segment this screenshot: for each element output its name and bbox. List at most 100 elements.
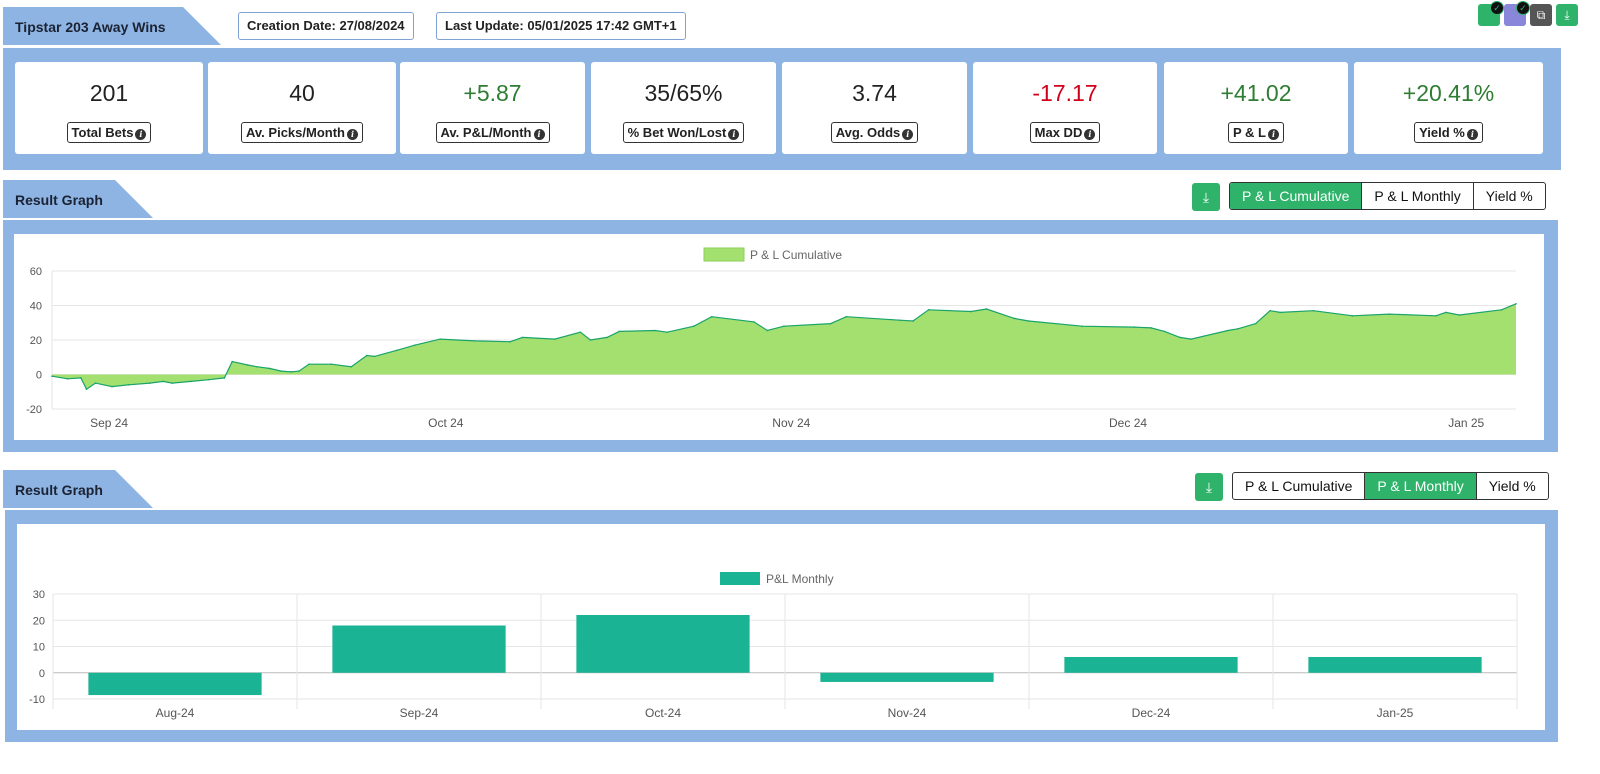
data-point [208,378,210,381]
legend-label: P&L Monthly [766,572,834,586]
x-tick-label: Dec-24 [1132,706,1171,720]
data-point [330,363,333,365]
info-icon: i [135,129,147,140]
tab-pl-cumulative[interactable]: P & L Cumulative [1233,473,1366,499]
stat-value: -17.17 [1032,80,1098,106]
info-icon: i [346,129,358,140]
x-tick-label: Oct 24 [428,416,464,430]
data-point [269,367,271,370]
download-chart-button[interactable]: ⤓ [1195,473,1223,501]
stat-label[interactable]: Yield % i [1414,122,1483,143]
chart-view-tabs: P & L Cumulative P & L Monthly Yield % [1229,182,1546,210]
y-tick-label: 10 [33,642,45,654]
data-point [1081,325,1083,327]
data-point [898,319,901,321]
x-tick-label: Nov-24 [888,706,927,720]
data-point [246,364,249,366]
stat-value: 40 [289,80,315,106]
tab-yield[interactable]: Yield % [1485,188,1533,204]
data-point [829,322,832,325]
data-point [927,309,930,311]
x-tick-label: Aug-24 [156,706,195,720]
stats-band: 201 Total Bets i 40 Av. Picks/Month i +5.8… [3,48,1561,170]
stat-value: +5.87 [463,80,522,106]
page-title: Tipstar 203 Away Wins [3,7,221,45]
data-point [396,349,398,352]
stat-label[interactable]: Max DD i [1029,122,1101,143]
data-point [1179,336,1181,339]
copy-icon[interactable]: ⧉ [1530,4,1552,26]
data-point [111,385,113,388]
x-tick-label: Jan 25 [1448,416,1484,430]
stat-label[interactable]: Av. Picks/Month i [241,122,363,143]
data-point [190,380,192,383]
data-point [1133,326,1136,328]
info-icon: i [728,129,740,140]
data-point [223,377,226,379]
chart-card: 60 40 20 0 -20 Sep 24 Oct 24 Nov 24 Dec 24 Jan 25… [14,234,1544,440]
pl-cumulative-chart: 60 40 20 0 -20 Sep 24 Oct 24 Nov 24 Dec 24 Jan 25… [26,247,1517,430]
tab-pl-cumulative[interactable]: P & L Cumulative [1230,183,1363,209]
y-tick-label: 20 [33,615,45,627]
y-tick-label: 60 [30,266,42,278]
data-point [1445,311,1447,314]
y-tick-label: -10 [29,694,45,706]
data-point [509,340,512,343]
check-badge-icon[interactable]: ✓ [1478,1,1504,26]
x-tick-label: Oct-24 [645,706,681,720]
stat-value: 201 [89,80,129,106]
area-fill [52,303,1516,390]
data-point [1351,315,1354,317]
stat-value: 3.74 [852,80,897,106]
data-point [298,370,300,372]
check-badge-icon[interactable]: ✓ [1504,1,1530,26]
bar [820,672,994,682]
data-point [589,339,592,341]
data-point [1013,317,1016,320]
y-tick-label: 20 [30,335,42,347]
tab-yield[interactable]: Yield % [1488,478,1536,494]
stat-label[interactable]: Total Bets i [66,122,152,143]
stat-label[interactable]: Av. P&L/Month i [435,122,550,143]
data-point [308,363,310,365]
stat-label[interactable]: Avg. Odds i [830,122,919,143]
data-point [693,325,695,327]
data-point [290,371,292,373]
stat-avg-odds: 3.74 Avg. Odds i [782,62,967,154]
data-point [149,382,151,384]
data-point [912,320,914,322]
stat-value: +20.41% [1402,80,1495,106]
data-point [1027,320,1030,322]
stat-yield: +20.41% Yield % i [1354,62,1543,154]
creation-date: Creation Date: 27/08/2024 [238,12,414,40]
tab-pl-monthly[interactable]: P & L Monthly [1362,183,1474,209]
bar [1308,657,1482,673]
data-point [845,315,848,318]
data-point [66,378,69,380]
chart-view-tabs: P & L Cumulative P & L Monthly Yield % [1232,472,1549,500]
data-point [710,315,713,318]
data-point [350,365,353,368]
download-chart-button[interactable]: ⤓ [1192,183,1220,211]
bar [1064,657,1238,673]
info-icon: i [1268,129,1279,140]
data-point [1227,329,1229,332]
stat-total-bets: 201 Total Bets i [15,62,203,154]
data-point [579,331,582,334]
stat-picks-month: 40 Av. Picks/Month i [208,62,396,154]
data-point [1279,311,1281,314]
data-point [753,321,755,323]
legend-label: P & L Cumulative [750,248,842,262]
data-point [280,370,282,372]
tab-pl-monthly[interactable]: P & L Monthly [1365,473,1477,499]
chart-band: 30 20 10 0 -10 Aug-24 Sep-24 Oct-24 Nov-24 Dec-24… [5,510,1558,742]
download-icon[interactable]: ⤓ [1556,4,1578,26]
bar [88,672,262,696]
data-point [162,380,165,383]
data-point [51,375,53,378]
data-point [413,344,416,346]
data-point [521,336,524,339]
stat-label[interactable]: % Bet Won/Lost i [622,122,745,143]
stat-won-lost: 35/65% % Bet Won/Lost i [591,62,776,154]
